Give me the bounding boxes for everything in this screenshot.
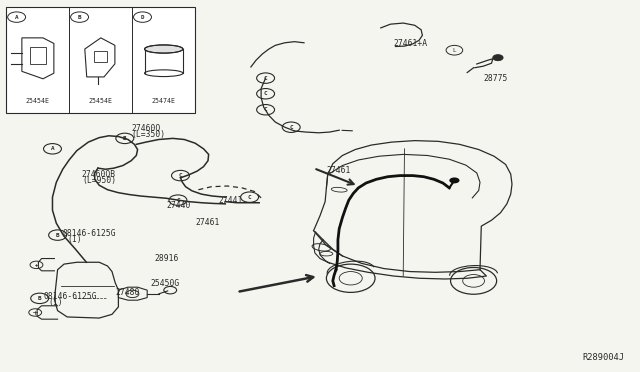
Text: C: C [176, 198, 180, 203]
Text: D: D [141, 15, 144, 20]
Text: 27480: 27480 [115, 288, 140, 296]
Text: B: B [78, 15, 81, 20]
Text: (L=350): (L=350) [131, 130, 165, 139]
Text: 25454E: 25454E [89, 98, 113, 104]
Circle shape [493, 55, 503, 61]
Text: 25450G: 25450G [150, 279, 180, 288]
Text: B: B [38, 296, 42, 301]
Text: B: B [56, 232, 60, 238]
Text: 27460QB: 27460QB [82, 170, 116, 179]
Ellipse shape [145, 45, 183, 53]
Text: 27461+A: 27461+A [394, 39, 428, 48]
Text: C: C [264, 76, 268, 81]
Text: C: C [248, 195, 252, 200]
Text: 27461: 27461 [326, 166, 351, 175]
Text: 08146-6125G: 08146-6125G [44, 292, 97, 301]
Text: 25454E: 25454E [26, 98, 50, 104]
Text: 28916: 28916 [155, 254, 179, 263]
Bar [6, 7, 195, 113]
Text: L: L [452, 48, 456, 53]
Text: 25474E: 25474E [152, 98, 176, 104]
Text: R289004J: R289004J [582, 353, 624, 362]
Text: 27441: 27441 [219, 196, 243, 205]
Text: (1): (1) [67, 235, 82, 244]
Text: 08146-6125G: 08146-6125G [62, 229, 116, 238]
Text: B: B [123, 136, 127, 141]
Text: C: C [179, 173, 182, 178]
Text: 27460Q: 27460Q [131, 124, 161, 133]
Text: C: C [289, 125, 293, 130]
Text: 28775: 28775 [483, 74, 508, 83]
Text: A: A [51, 146, 54, 151]
Text: C: C [264, 91, 268, 96]
Text: C: C [264, 107, 268, 112]
Text: 27440: 27440 [166, 201, 191, 210]
Text: A: A [15, 15, 19, 20]
Text: (1): (1) [48, 298, 63, 307]
Text: 27461: 27461 [195, 218, 220, 227]
Text: (L=950): (L=950) [82, 176, 116, 185]
Circle shape [449, 177, 460, 183]
